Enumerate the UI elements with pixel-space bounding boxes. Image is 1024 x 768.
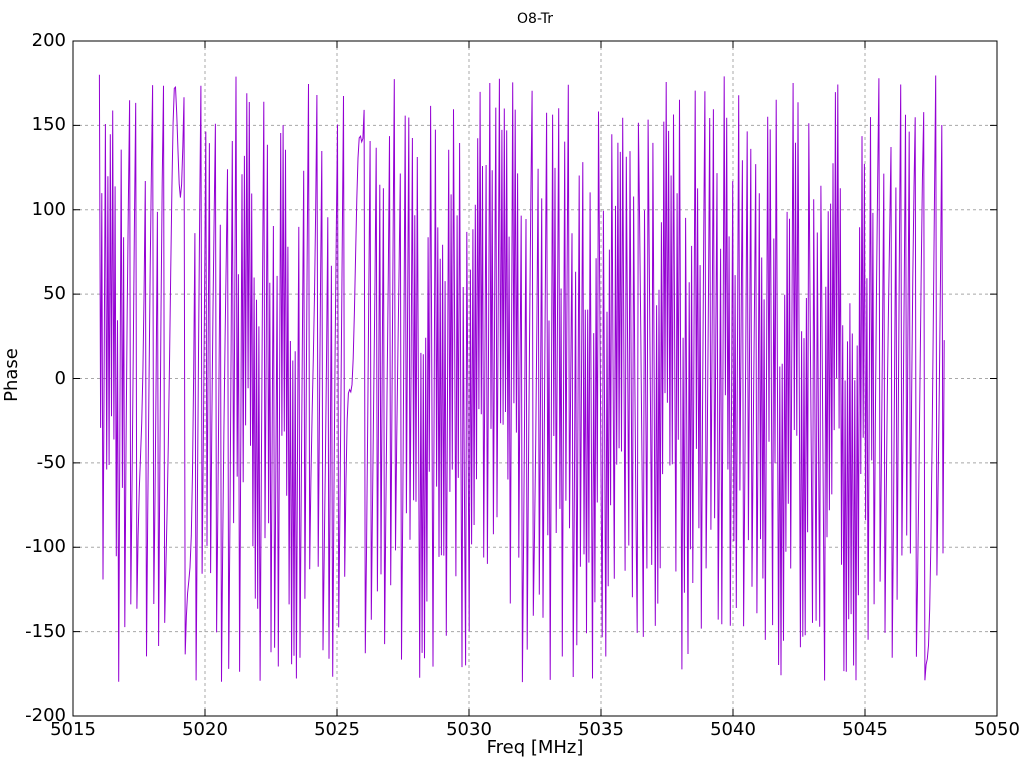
x-axis-label: Freq [MHz] bbox=[486, 737, 584, 758]
chart-title: O8-Tr bbox=[517, 11, 553, 27]
x-tick-label: 5015 bbox=[50, 719, 96, 740]
y-tick-label: 100 bbox=[31, 198, 66, 220]
plot-border bbox=[72, 40, 998, 717]
x-tick-label: 5035 bbox=[578, 719, 624, 740]
x-tick-label: 5050 bbox=[974, 719, 1020, 740]
x-tick-label: 5045 bbox=[842, 719, 888, 740]
y-tick-label: 50 bbox=[43, 283, 66, 305]
y-tick-label: 150 bbox=[31, 114, 66, 136]
x-tick-label: 5020 bbox=[182, 719, 228, 740]
y-tick-label: -200 bbox=[25, 705, 66, 726]
y-tick-label: -50 bbox=[36, 451, 66, 473]
x-tick-label: 5025 bbox=[314, 719, 360, 740]
y-tick-label: -150 bbox=[25, 620, 66, 642]
y-tick-label: 0 bbox=[54, 367, 66, 389]
y-tick-label: -100 bbox=[25, 536, 66, 558]
phase-trace bbox=[98, 74, 945, 683]
x-tick-label: 5030 bbox=[446, 719, 492, 740]
x-tick-label: 5040 bbox=[710, 719, 756, 740]
y-tick-label: 200 bbox=[31, 30, 66, 51]
